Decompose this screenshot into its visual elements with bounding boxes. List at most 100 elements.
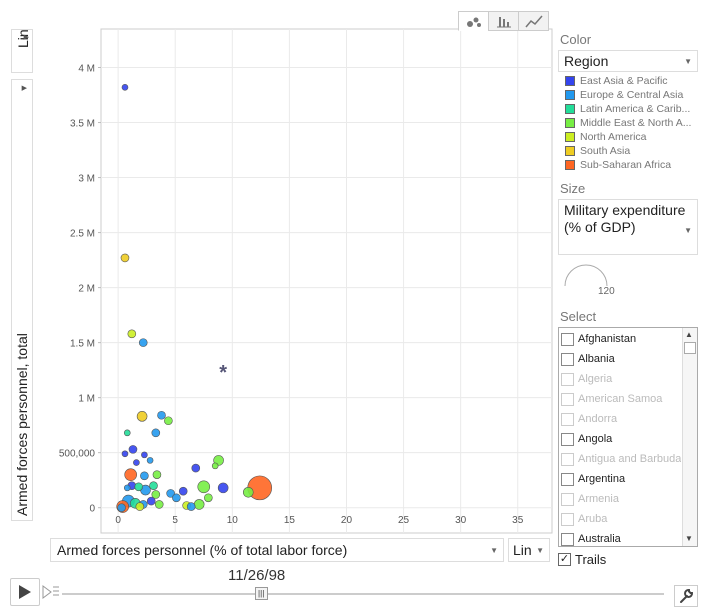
- country-label: Afghanistan: [578, 333, 637, 345]
- bubble[interactable]: [134, 482, 143, 492]
- bubble[interactable]: [186, 502, 196, 511]
- chevron-down-icon: ▼: [684, 226, 692, 235]
- list-item[interactable]: Aruba: [561, 509, 681, 529]
- country-checkbox[interactable]: [561, 512, 574, 526]
- country-checkbox[interactable]: [561, 452, 574, 466]
- legend-item[interactable]: Latin America & Carib...: [565, 102, 698, 116]
- bubble[interactable]: [151, 490, 161, 499]
- country-label: Australia: [578, 533, 621, 545]
- bubble[interactable]: [138, 338, 148, 347]
- country-label: Angola: [578, 433, 613, 445]
- plot-area: [100, 28, 553, 534]
- bubble[interactable]: [136, 411, 148, 422]
- country-checkbox[interactable]: [561, 492, 574, 506]
- legend-item[interactable]: North America: [565, 130, 698, 144]
- bubble[interactable]: [135, 502, 145, 511]
- bubble[interactable]: [149, 481, 158, 490]
- y-tick-label: 0: [89, 504, 95, 515]
- list-item[interactable]: Andorra: [561, 409, 681, 429]
- bubble[interactable]: [197, 480, 211, 494]
- scroll-thumb[interactable]: [684, 342, 696, 354]
- bubble[interactable]: [133, 459, 140, 466]
- x-scale-select[interactable]: Lin ▼: [508, 538, 550, 562]
- country-checkbox[interactable]: [561, 372, 574, 386]
- bubble[interactable]: [154, 500, 164, 509]
- country-checkbox[interactable]: [561, 352, 574, 366]
- tab-line-chart[interactable]: [518, 11, 549, 31]
- country-checkbox[interactable]: [561, 532, 574, 546]
- y-axis-select[interactable]: ▶ Armed forces personnel, total: [11, 79, 33, 521]
- line-chart-icon: [524, 15, 543, 28]
- bubble[interactable]: [242, 486, 254, 498]
- legend-item[interactable]: Europe & Central Asia: [565, 88, 698, 102]
- bubble[interactable]: [172, 493, 181, 503]
- y-tick-label: 1.5 M: [70, 339, 95, 350]
- legend-item[interactable]: South Asia: [565, 144, 698, 158]
- scroll-up-icon[interactable]: ▲: [685, 330, 693, 339]
- country-checkbox[interactable]: [561, 432, 574, 446]
- bubble[interactable]: [152, 470, 162, 479]
- bubble[interactable]: [141, 451, 148, 459]
- country-checkbox[interactable]: [561, 392, 574, 406]
- list-item[interactable]: Albania: [561, 349, 681, 369]
- bubble[interactable]: [204, 493, 213, 503]
- bubble[interactable]: [121, 84, 129, 91]
- country-label: American Samoa: [578, 393, 663, 405]
- trails-toggle[interactable]: ✓ Trails: [558, 552, 606, 567]
- bubble[interactable]: [117, 503, 126, 512]
- bubble[interactable]: [140, 471, 149, 481]
- bubble[interactable]: [128, 445, 138, 454]
- list-item[interactable]: Algeria: [561, 369, 681, 389]
- tab-bubble-chart[interactable]: [458, 11, 489, 31]
- x-tick-label: 10: [227, 515, 239, 526]
- bubble[interactable]: [217, 482, 229, 494]
- country-checkbox[interactable]: [561, 412, 574, 426]
- list-item[interactable]: Afghanistan: [561, 329, 681, 349]
- legend-item[interactable]: Middle East & North A...: [565, 116, 698, 130]
- x-tick-label: 5: [172, 515, 178, 526]
- bubble[interactable]: [191, 463, 201, 473]
- list-item[interactable]: Angola: [561, 429, 681, 449]
- y-scale-select[interactable]: Lin ▶: [11, 29, 33, 73]
- timeline-track[interactable]: [62, 593, 664, 595]
- legend-item[interactable]: East Asia & Pacific: [565, 74, 698, 88]
- timeline-thumb[interactable]: |||: [254, 587, 268, 600]
- bubble[interactable]: [146, 496, 156, 506]
- bubble[interactable]: [123, 484, 131, 492]
- bubble[interactable]: [157, 410, 166, 420]
- bubble[interactable]: [166, 489, 175, 498]
- country-checkbox[interactable]: [561, 332, 574, 346]
- legend-label: Sub-Saharan Africa: [580, 159, 672, 171]
- bubble[interactable]: [127, 329, 137, 339]
- bubble[interactable]: [123, 429, 131, 437]
- bubble[interactable]: [120, 253, 130, 263]
- bubble[interactable]: [178, 486, 188, 496]
- list-item[interactable]: Antigua and Barbuda: [561, 449, 681, 469]
- scroll-down-icon[interactable]: ▼: [685, 534, 693, 543]
- bubble[interactable]: [164, 416, 173, 426]
- tab-bar-chart[interactable]: [488, 11, 519, 31]
- bubble[interactable]: [193, 499, 205, 510]
- list-item[interactable]: American Samoa: [561, 389, 681, 409]
- trails-checkbox[interactable]: ✓: [558, 553, 571, 566]
- bubble[interactable]: [211, 462, 219, 470]
- bubble[interactable]: [121, 450, 129, 458]
- chevron-down-icon: ▼: [536, 546, 544, 555]
- legend-item[interactable]: Sub-Saharan Africa: [565, 158, 698, 172]
- size-select[interactable]: Military expenditure (% of GDP) ▼: [558, 199, 698, 255]
- bubble[interactable]: [151, 428, 161, 438]
- bubble[interactable]: [124, 468, 137, 481]
- step-forward-icon[interactable]: [42, 584, 60, 600]
- settings-button[interactable]: [674, 585, 698, 607]
- country-select-list[interactable]: Afghanistan Albania Algeria American Samoa A…: [558, 327, 698, 547]
- list-item[interactable]: Armenia: [561, 489, 681, 509]
- bubble[interactable]: [146, 457, 154, 464]
- scrollbar[interactable]: ▲ ▼: [682, 328, 697, 546]
- list-item[interactable]: Argentina: [561, 469, 681, 489]
- x-axis-select[interactable]: Armed forces personnel (% of total labor…: [50, 538, 504, 562]
- list-item[interactable]: Australia: [561, 529, 681, 546]
- color-select[interactable]: Region ▼: [558, 50, 698, 72]
- country-checkbox[interactable]: [561, 472, 574, 486]
- play-button[interactable]: [10, 578, 40, 606]
